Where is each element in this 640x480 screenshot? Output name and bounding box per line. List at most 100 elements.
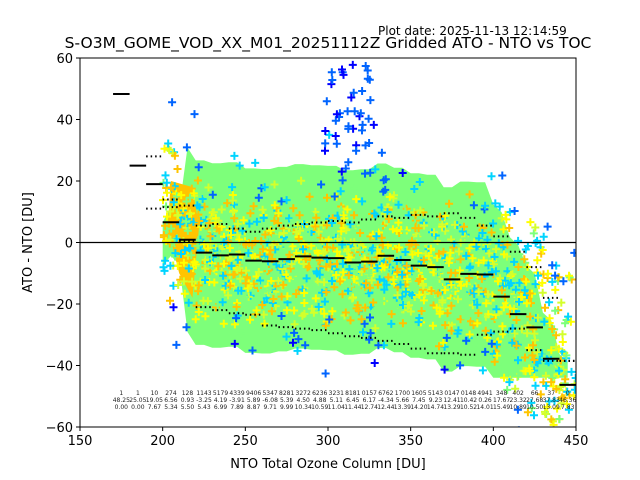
bin-count-label: 0 <box>566 390 570 397</box>
scatter-point <box>230 200 238 209</box>
scatter-point <box>322 97 331 106</box>
scatter-point <box>561 375 570 384</box>
scatter-point <box>559 277 568 286</box>
scatter-point <box>324 228 333 237</box>
scatter-point <box>210 278 219 287</box>
scatter-point <box>548 325 557 333</box>
scatter-point <box>301 341 310 350</box>
scatter-point <box>321 321 330 330</box>
scatter-point <box>367 246 376 255</box>
scatter-point <box>182 217 191 226</box>
bin-std-label: 11.04 <box>328 404 345 411</box>
scatter-point <box>510 329 519 338</box>
scatter-point <box>373 264 382 273</box>
scatter-point <box>365 335 374 344</box>
bin-std-label: 13.29 <box>443 404 460 411</box>
scatter-point <box>529 229 538 238</box>
scatter-point <box>543 402 552 411</box>
scatter-point <box>447 281 456 290</box>
scatter-point <box>173 262 182 270</box>
scatter-point <box>366 96 375 105</box>
bin-std-label: 12.44 <box>377 404 394 411</box>
scatter-point <box>277 259 286 268</box>
bin-std-label: 0.00 <box>115 404 129 411</box>
scatter-point <box>566 317 575 326</box>
scatter-point <box>428 321 437 330</box>
scatter-point <box>478 366 487 375</box>
scatter-point <box>338 176 347 185</box>
scatter-point <box>321 127 330 135</box>
scatter-point <box>462 314 470 323</box>
scatter-point <box>179 204 188 213</box>
scatter-point <box>204 183 213 192</box>
scatter-point <box>465 274 474 282</box>
scatter-point <box>370 359 379 367</box>
scatter-point <box>317 180 326 189</box>
scatter-point <box>498 322 507 331</box>
scatter-point <box>492 245 500 254</box>
scatter-point <box>176 220 185 229</box>
scatter-point <box>371 324 380 333</box>
scatter-point <box>551 306 560 315</box>
scatter-point <box>337 219 346 228</box>
scatter-point <box>481 347 490 356</box>
scatter-point <box>239 207 248 216</box>
scatter-point <box>186 193 194 202</box>
scatter-point <box>277 312 286 320</box>
scatter-point <box>289 215 298 224</box>
bin-mean-label: 37.83 <box>543 397 560 404</box>
scatter-point <box>504 361 512 370</box>
scatter-point <box>182 323 191 332</box>
scatter-point <box>439 338 448 347</box>
scatter-point <box>225 244 234 252</box>
scatter-point <box>427 287 436 295</box>
bin-mean-label: 5.39 <box>280 397 294 404</box>
scatter-point <box>384 273 393 282</box>
scatter-point <box>289 204 298 213</box>
scatter-point <box>208 225 217 234</box>
scatter-point <box>547 378 556 387</box>
bin-std-label: 7.67 <box>148 404 162 411</box>
scatter-point <box>230 339 239 348</box>
scatter-point <box>514 356 522 365</box>
scatter-point <box>365 75 374 84</box>
scatter-point <box>297 176 306 185</box>
scatter-point <box>256 276 265 285</box>
scatter-point <box>490 357 499 366</box>
scatter-point <box>377 233 386 242</box>
scatter-point <box>201 264 210 273</box>
bin-std-label: 10.50 <box>526 404 543 411</box>
scatter-point <box>564 405 573 414</box>
bin-std-label: 5.43 <box>197 404 211 411</box>
scatter-point <box>533 256 542 265</box>
scatter-point <box>549 443 557 451</box>
scatter-point <box>172 340 181 349</box>
scatter-point <box>387 310 396 319</box>
scatter-point <box>206 232 215 241</box>
scatter-point <box>403 275 412 284</box>
scatter-point <box>394 306 403 315</box>
scatter-point <box>265 250 274 259</box>
bin-std-label: 14.74 <box>427 404 444 411</box>
scatter-point <box>292 253 301 262</box>
scatter-point <box>375 275 384 284</box>
scatter-point <box>454 295 462 304</box>
bin-std-label: 10.59 <box>311 404 328 411</box>
bin-mean-label: 27.68 <box>526 397 543 404</box>
scatter-point <box>193 176 202 185</box>
scatter-point <box>239 216 248 225</box>
scatter-point <box>490 253 499 261</box>
scatter-point <box>213 301 222 310</box>
scatter-point <box>478 229 487 237</box>
scatter-point <box>533 313 542 322</box>
scatter-point <box>163 212 171 221</box>
x-axis-ticks: 150 200 250 300 350 400 450 <box>68 427 588 449</box>
scatter-point <box>328 277 336 285</box>
scatter-point <box>552 331 561 340</box>
bin-count-label: 8281 <box>279 390 294 397</box>
scatter-point <box>360 264 369 273</box>
scatter-point <box>447 313 456 322</box>
scatter-point <box>364 269 373 278</box>
scatter-point <box>346 316 355 325</box>
bin-annotation-layer: 148.250.00125.050.001019.057.672746.565.… <box>113 390 577 411</box>
